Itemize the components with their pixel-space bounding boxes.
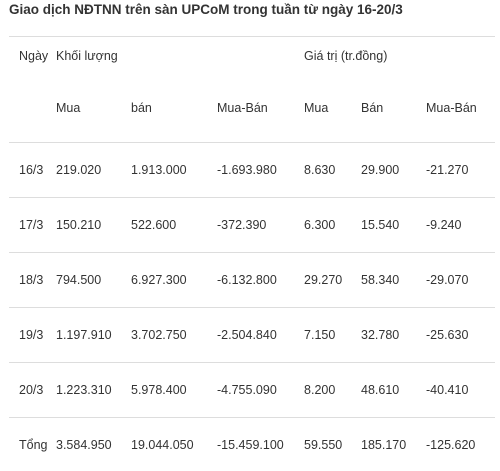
cell-val-buy: 29.270 [304, 253, 361, 308]
cell-total-vol-buy: 3.584.950 [56, 418, 131, 471]
cell-day: 17/3 [9, 198, 56, 253]
cell-day: 20/3 [9, 363, 56, 418]
cell-day: 16/3 [9, 143, 56, 198]
cell-day: 19/3 [9, 308, 56, 363]
header-value-group: Giá trị (tr.đồng) [304, 37, 495, 75]
table-subheader-row: Mua bán Mua-Bán Mua Bán Mua-Bán [9, 74, 495, 143]
cell-vol-sell: 5.978.400 [131, 363, 217, 418]
table-row: 17/3 150.210 522.600 -372.390 6.300 15.5… [9, 198, 495, 253]
cell-val-buy: 6.300 [304, 198, 361, 253]
cell-vol-sell: 522.600 [131, 198, 217, 253]
cell-total-val-net: -125.620 [426, 418, 495, 471]
cell-val-net: -25.630 [426, 308, 495, 363]
cell-val-net: -21.270 [426, 143, 495, 198]
subheader-val-sell: Bán [361, 74, 426, 143]
subheader-vol-sell: bán [131, 74, 217, 143]
cell-vol-net: -1.693.980 [217, 143, 304, 198]
table-total-row: Tổng 3.584.950 19.044.050 -15.459.100 59… [9, 418, 495, 471]
cell-val-buy: 8.200 [304, 363, 361, 418]
table-title: Giao dịch NĐTNN trên sàn UPCoM trong tuầ… [9, 2, 403, 17]
cell-vol-sell: 6.927.300 [131, 253, 217, 308]
cell-vol-net: -6.132.800 [217, 253, 304, 308]
table-row: 18/3 794.500 6.927.300 -6.132.800 29.270… [9, 253, 495, 308]
subheader-val-buy: Mua [304, 74, 361, 143]
foreign-trading-table: Ngày Khối lượng Giá trị (tr.đồng) Mua bá… [9, 36, 495, 471]
cell-total-vol-net: -15.459.100 [217, 418, 304, 471]
cell-val-buy: 8.630 [304, 143, 361, 198]
cell-vol-net: -2.504.840 [217, 308, 304, 363]
cell-val-sell: 15.540 [361, 198, 426, 253]
cell-vol-net: -372.390 [217, 198, 304, 253]
cell-vol-net: -4.755.090 [217, 363, 304, 418]
cell-val-sell: 29.900 [361, 143, 426, 198]
table-row: 20/3 1.223.310 5.978.400 -4.755.090 8.20… [9, 363, 495, 418]
cell-val-sell: 32.780 [361, 308, 426, 363]
cell-vol-sell: 1.913.000 [131, 143, 217, 198]
header-day: Ngày [9, 37, 56, 75]
table-header-row: Ngày Khối lượng Giá trị (tr.đồng) [9, 37, 495, 75]
cell-day: 18/3 [9, 253, 56, 308]
cell-total-val-buy: 59.550 [304, 418, 361, 471]
cell-vol-buy: 1.223.310 [56, 363, 131, 418]
table-row: 19/3 1.197.910 3.702.750 -2.504.840 7.15… [9, 308, 495, 363]
cell-total-val-sell: 185.170 [361, 418, 426, 471]
cell-val-buy: 7.150 [304, 308, 361, 363]
cell-val-sell: 58.340 [361, 253, 426, 308]
cell-vol-buy: 1.197.910 [56, 308, 131, 363]
cell-val-net: -40.410 [426, 363, 495, 418]
cell-val-net: -9.240 [426, 198, 495, 253]
subheader-vol-net: Mua-Bán [217, 74, 304, 143]
cell-total-label: Tổng [9, 418, 56, 471]
cell-total-vol-sell: 19.044.050 [131, 418, 217, 471]
cell-vol-sell: 3.702.750 [131, 308, 217, 363]
table-row: 16/3 219.020 1.913.000 -1.693.980 8.630 … [9, 143, 495, 198]
cell-val-sell: 48.610 [361, 363, 426, 418]
subheader-empty [9, 74, 56, 143]
subheader-val-net: Mua-Bán [426, 74, 495, 143]
cell-vol-buy: 219.020 [56, 143, 131, 198]
cell-vol-buy: 794.500 [56, 253, 131, 308]
cell-val-net: -29.070 [426, 253, 495, 308]
subheader-vol-buy: Mua [56, 74, 131, 143]
cell-vol-buy: 150.210 [56, 198, 131, 253]
header-volume-group: Khối lượng [56, 37, 304, 75]
